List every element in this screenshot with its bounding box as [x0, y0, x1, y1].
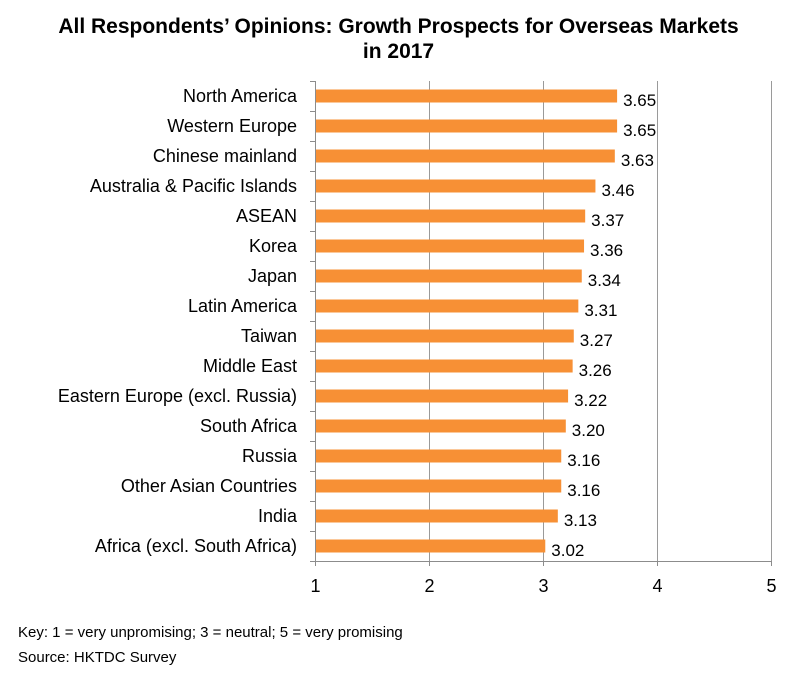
category-label: Korea	[249, 236, 298, 256]
value-label: 3.13	[564, 511, 597, 530]
value-label: 3.20	[572, 421, 605, 440]
category-label: Taiwan	[241, 326, 297, 346]
bar	[316, 479, 562, 493]
value-label: 3.65	[623, 121, 656, 140]
value-label: 3.16	[567, 481, 600, 500]
value-label: 3.65	[623, 91, 656, 110]
bar	[316, 449, 562, 463]
value-label: 3.63	[621, 151, 654, 170]
x-tick-label-4: 4	[652, 576, 662, 596]
value-label: 3.22	[574, 391, 607, 410]
category-label: Japan	[248, 266, 297, 286]
bar	[316, 389, 569, 403]
bar	[316, 209, 586, 223]
category-label: ASEAN	[236, 206, 297, 226]
x-tick-label-3: 3	[538, 576, 548, 596]
category-label: Middle East	[203, 356, 297, 376]
bar	[316, 509, 558, 523]
category-label: North America	[183, 86, 298, 106]
value-label: 3.37	[591, 211, 624, 230]
value-label: 3.27	[580, 331, 613, 350]
value-label: 3.31	[584, 301, 617, 320]
category-label: Chinese mainland	[153, 146, 297, 166]
value-label: 3.34	[588, 271, 621, 290]
bar	[316, 329, 574, 343]
category-label: Africa (excl. South Africa)	[95, 536, 297, 556]
category-label: Eastern Europe (excl. Russia)	[58, 386, 297, 406]
bar	[316, 149, 615, 163]
bar	[316, 239, 585, 253]
x-tick-label-5: 5	[766, 576, 776, 596]
source-note: Source: HKTDC Survey	[18, 649, 177, 666]
category-label: Australia & Pacific Islands	[90, 176, 297, 196]
key-note: Key: 1 = very unpromising; 3 = neutral; …	[18, 624, 403, 641]
category-label: Other Asian Countries	[121, 476, 297, 496]
value-label: 3.46	[601, 181, 634, 200]
bar	[316, 89, 618, 103]
value-label: 3.02	[551, 541, 584, 560]
x-tick-label-1: 1	[310, 576, 320, 596]
value-label: 3.26	[579, 361, 612, 380]
value-label: 3.36	[590, 241, 623, 260]
bar	[316, 299, 579, 313]
chart-title: All Respondents’ Opinions: Growth Prospe…	[0, 14, 797, 64]
category-label: Western Europe	[167, 116, 297, 136]
bar	[316, 269, 582, 283]
bar	[316, 359, 573, 373]
chart-title-line-2: in 2017	[362, 40, 435, 63]
x-tick-label-2: 2	[424, 576, 434, 596]
value-label: 3.16	[567, 451, 600, 470]
chart-title-line-1: All Respondents’ Opinions: Growth Prospe…	[58, 15, 739, 38]
bar	[316, 419, 566, 433]
category-label: South Africa	[200, 416, 298, 436]
category-label: India	[258, 506, 298, 526]
category-label: Latin America	[188, 296, 298, 316]
bar	[316, 119, 618, 133]
bar	[316, 179, 596, 193]
category-label: Russia	[242, 446, 298, 466]
bar	[316, 539, 546, 553]
